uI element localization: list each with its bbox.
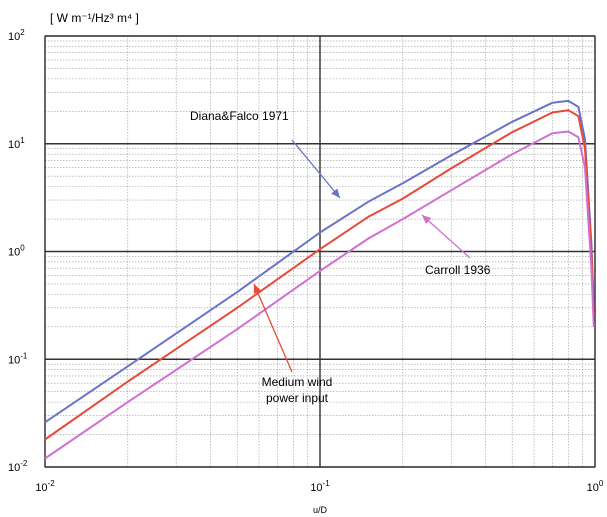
x-tick-label: 10-1 [310, 479, 330, 494]
annotation-arrowhead [253, 284, 262, 294]
series-line-0 [44, 99, 595, 424]
x-tick-label: 10-2 [35, 479, 55, 494]
annotation-arrow [421, 214, 471, 259]
annotation-group: Diana&Falco 1971 Carroll 1936 Medium wind p… [190, 109, 491, 405]
tick-labels: 10-2 10-1 100 10-2 10-1 100 101 102 [8, 28, 604, 494]
y-tick-label: 102 [8, 28, 25, 43]
annotation-label: Diana&Falco 1971 [190, 109, 289, 123]
annotation-arrow [291, 139, 341, 199]
series-group [44, 99, 595, 460]
annotation-arrow [253, 283, 293, 373]
y-tick-label: 10-1 [8, 351, 28, 366]
annotation-label: Medium wind power input [262, 375, 333, 405]
series-line-1 [44, 109, 595, 441]
y-tick-label: 10-2 [8, 459, 28, 474]
plot-frame [44, 35, 596, 468]
annotation-arrowhead [422, 215, 432, 224]
y-tick-label: 100 [8, 244, 25, 259]
x-tick-label: 100 [587, 479, 604, 494]
annotation-arrowhead [331, 188, 340, 198]
annotation-label: Carroll 1936 [425, 263, 491, 277]
x-axis-label: u/D [313, 505, 328, 515]
y-tick-label: 101 [8, 136, 25, 151]
series-line-2 [44, 130, 595, 460]
y-units-label: [ W m⁻¹/Hz³ m⁴ ] [50, 11, 139, 25]
